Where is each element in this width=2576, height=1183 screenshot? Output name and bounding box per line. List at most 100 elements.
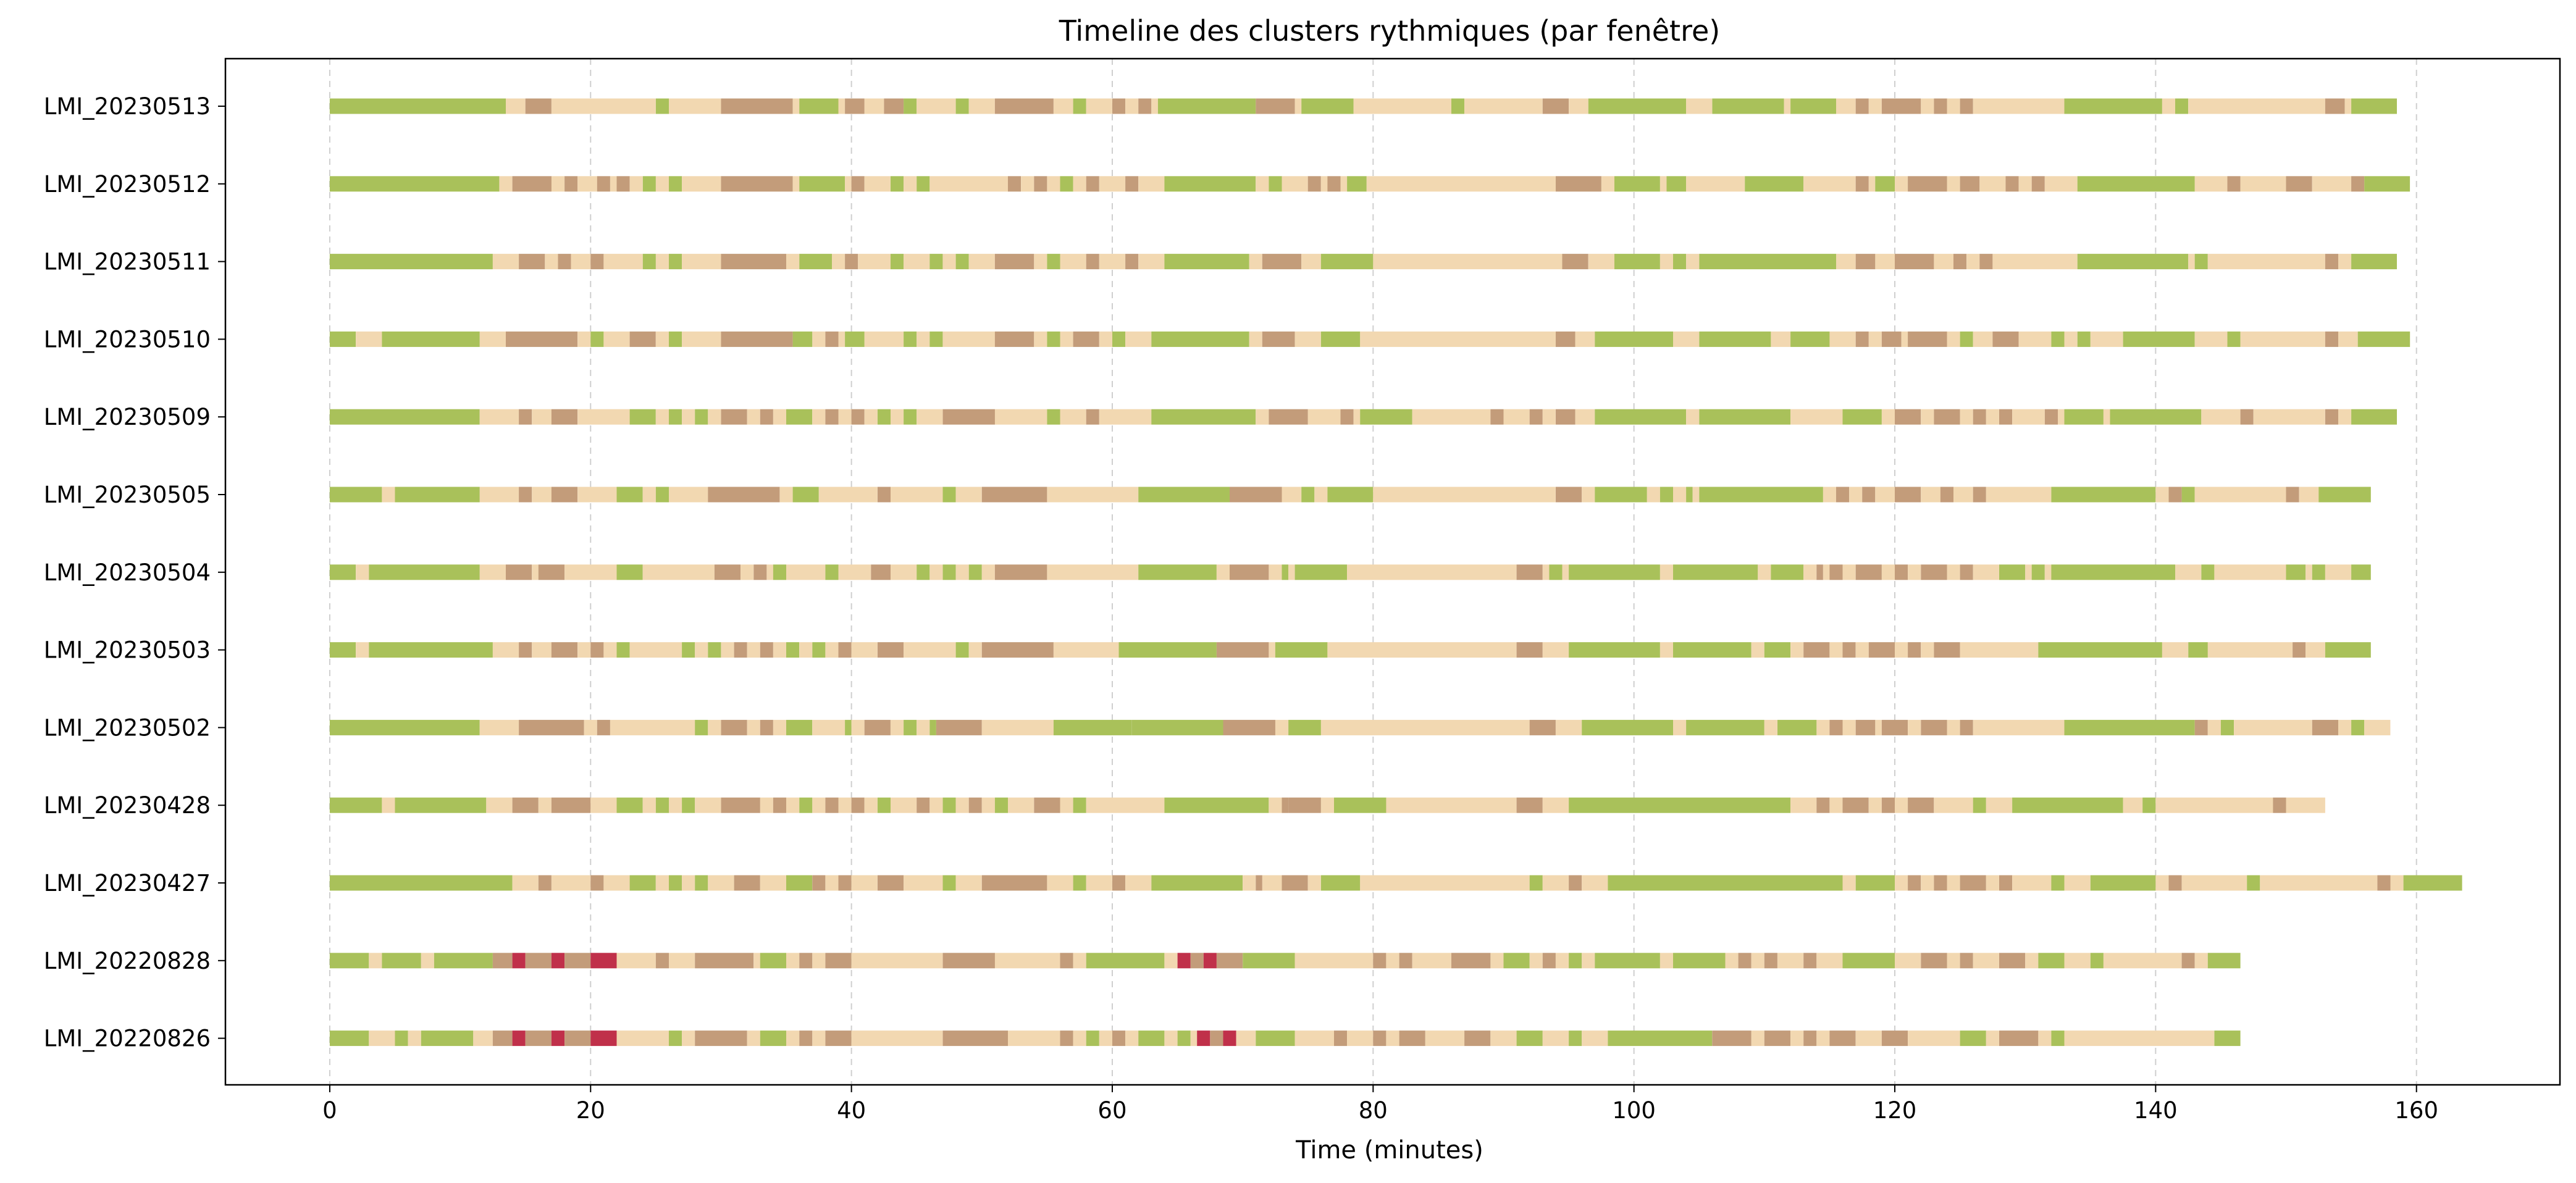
y-tick-label: LMI_20230509 (44, 404, 211, 430)
cluster-segment-tan (1073, 1030, 1086, 1047)
cluster-segment-tan (2090, 331, 2123, 347)
cluster-segment-green (1595, 331, 1673, 347)
cluster-segment-tan (2325, 564, 2352, 580)
cluster-segment-tan (551, 98, 656, 114)
cluster-segment-tan (851, 642, 878, 658)
cluster-segment-tan (629, 642, 682, 658)
cluster-segment-green (655, 98, 669, 114)
cluster-segment-tan (1992, 254, 2078, 270)
cluster-segment-brown (1307, 176, 1321, 192)
cluster-segment-tan (968, 98, 995, 114)
cluster-segment-brown (1960, 98, 1973, 114)
cluster-segment-tan (1099, 1030, 1112, 1047)
cluster-segment-brown (1881, 98, 1921, 114)
cluster-segment-brown (551, 409, 578, 425)
cluster-segment-tan (1921, 409, 1934, 425)
cluster-segment-brown (721, 797, 760, 813)
cluster-segment-green (1294, 564, 1348, 580)
cluster-segment-brown (1516, 642, 1543, 658)
cluster-segment-brown (629, 331, 656, 347)
cluster-segment-tan (1034, 254, 1047, 270)
cluster-segment-tan (1973, 98, 2065, 114)
cluster-segment-green (1673, 564, 1758, 580)
cluster-segment-brown (2273, 797, 2286, 813)
cluster-segment-tan (845, 176, 852, 192)
cluster-segment-tan (1575, 409, 1595, 425)
cluster-segment-green (695, 875, 708, 891)
cluster-segment-tan (2194, 487, 2286, 503)
cluster-segment-tan (479, 331, 506, 347)
cluster-segment-green (1151, 875, 1243, 891)
cluster-segment-green (616, 642, 630, 658)
cluster-segment-green (629, 875, 656, 891)
cluster-segment-green (877, 409, 891, 425)
session-row (329, 176, 2410, 192)
cluster-segment-tan (616, 953, 656, 969)
cluster-segment-tan (1582, 953, 1595, 969)
cluster-segment-green (1790, 98, 1836, 114)
cluster-segment-brown (1529, 409, 1543, 425)
x-tick-label: 80 (1359, 1097, 1388, 1124)
cluster-segment-tan (838, 564, 871, 580)
cluster-segment-tan (1973, 953, 1999, 969)
cluster-segment-green (1569, 642, 1660, 658)
cluster-segment-green (1569, 564, 1660, 580)
cluster-segment-green (395, 487, 480, 503)
cluster-segment-tan (1751, 642, 1764, 658)
cluster-segment-brown (884, 98, 904, 114)
cluster-segment-tan (1895, 875, 1908, 891)
cluster-segment-brown (1210, 1030, 1223, 1047)
cluster-segment-tan (603, 642, 617, 658)
cluster-segment-brown (1908, 176, 1947, 192)
cluster-segment-tan (669, 487, 708, 503)
cluster-segment-brown (1529, 719, 1556, 735)
cluster-segment-tan (1986, 1030, 1999, 1047)
cluster-segment-tan (2012, 875, 2052, 891)
cluster-segment-green (1320, 331, 1361, 347)
cluster-segment-green (1745, 176, 1804, 192)
cluster-segment-brown (1340, 409, 1354, 425)
cluster-segment-brown (1868, 642, 1895, 658)
session-row (329, 331, 2410, 347)
cluster-segment-green (329, 875, 513, 891)
cluster-segment-tan (603, 254, 643, 270)
cluster-segment-tan (2338, 719, 2352, 735)
cluster-segment-tan (2181, 875, 2247, 891)
cluster-segment-tan (1816, 719, 1830, 735)
cluster-segment-brown (714, 564, 741, 580)
cluster-segment-tan (479, 719, 519, 735)
cluster-segment-tan (1868, 797, 1882, 813)
timeline-bars (329, 98, 2462, 1047)
cluster-segment-tan (942, 331, 995, 347)
cluster-segment-brown (525, 1030, 552, 1047)
cluster-segment-tan (682, 409, 695, 425)
y-tick-label: LMI_20230513 (44, 93, 211, 120)
cluster-segment-brown (1960, 564, 1973, 580)
cluster-segment-green (1047, 409, 1060, 425)
cluster-segment-tan (1934, 254, 1954, 270)
cluster-segment-tan (747, 642, 760, 658)
cluster-segment-red (551, 1030, 564, 1047)
cluster-segment-tan (812, 1030, 826, 1047)
cluster-segment-green (669, 1030, 682, 1047)
y-tick-label: LMI_20230427 (44, 870, 211, 897)
cluster-segment-green (669, 409, 682, 425)
cluster-segment-tan (356, 564, 369, 580)
cluster-segment-tan (1659, 254, 1673, 270)
cluster-segment-brown (1034, 797, 1060, 813)
cluster-segment-tan (1164, 1030, 1178, 1047)
cluster-segment-tan (1099, 409, 1152, 425)
cluster-segment-tan (2305, 564, 2312, 580)
cluster-segment-tan (1320, 176, 1328, 192)
cluster-segment-tan (773, 642, 786, 658)
cluster-segment-green (1053, 719, 1132, 735)
cluster-segment-tan (1562, 564, 1569, 580)
cluster-segment-brown (1556, 409, 1575, 425)
cluster-segment-tan (1908, 719, 1921, 735)
cluster-segment-green (2247, 875, 2260, 891)
cluster-segment-tan (1347, 564, 1517, 580)
cluster-segment-green (1256, 1030, 1295, 1047)
cluster-segment-brown (564, 176, 578, 192)
cluster-segment-brown (1842, 642, 1856, 658)
